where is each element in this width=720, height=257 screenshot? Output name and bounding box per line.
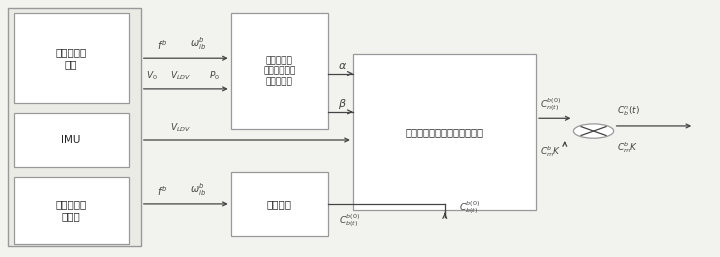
Text: $C^{b(0)}_{n(t)}$: $C^{b(0)}_{n(t)}$: [540, 96, 561, 113]
Text: 激光多普勒
测速仪: 激光多普勒 测速仪: [55, 199, 86, 221]
FancyBboxPatch shape: [14, 13, 129, 103]
Text: $\beta$: $\beta$: [338, 97, 347, 111]
Text: $V_{LDV}$: $V_{LDV}$: [170, 70, 191, 82]
Text: $P_0$: $P_0$: [209, 70, 220, 82]
Text: $C^n_b(t)$: $C^n_b(t)$: [617, 105, 640, 118]
Text: $\omega^b_{ib}$: $\omega^b_{ib}$: [190, 35, 207, 52]
Text: 初始位置与
速度: 初始位置与 速度: [55, 47, 86, 69]
Text: $f^b$: $f^b$: [157, 184, 168, 198]
FancyBboxPatch shape: [230, 172, 328, 236]
Text: $C^{b(0)}_{b(t)}$: $C^{b(0)}_{b(t)}$: [459, 199, 480, 216]
FancyBboxPatch shape: [8, 8, 141, 246]
Text: $\omega^b_{ib}$: $\omega^b_{ib}$: [190, 181, 207, 198]
Text: $V_0$: $V_0$: [145, 70, 158, 82]
Text: 鲁棒平方根无迹四元数估计器: 鲁棒平方根无迹四元数估计器: [405, 127, 483, 137]
Text: $C^b_m K$: $C^b_m K$: [617, 140, 639, 155]
Circle shape: [573, 124, 613, 138]
Text: $\alpha$: $\alpha$: [338, 61, 348, 71]
Text: IMU: IMU: [61, 135, 81, 145]
FancyBboxPatch shape: [353, 54, 536, 210]
Text: $f^b$: $f^b$: [157, 38, 168, 52]
Text: 构建观测向
量、过程模型
与测量模型: 构建观测向 量、过程模型 与测量模型: [263, 56, 295, 86]
Text: 姿态计算: 姿态计算: [266, 199, 292, 209]
Text: $C^{b(0)}_{b(t)}$: $C^{b(0)}_{b(t)}$: [338, 212, 360, 228]
FancyBboxPatch shape: [230, 13, 328, 128]
Text: $C^b_m K$: $C^b_m K$: [540, 144, 561, 159]
Text: $V_{LDV}$: $V_{LDV}$: [170, 121, 191, 134]
FancyBboxPatch shape: [14, 177, 129, 244]
FancyBboxPatch shape: [14, 113, 129, 167]
